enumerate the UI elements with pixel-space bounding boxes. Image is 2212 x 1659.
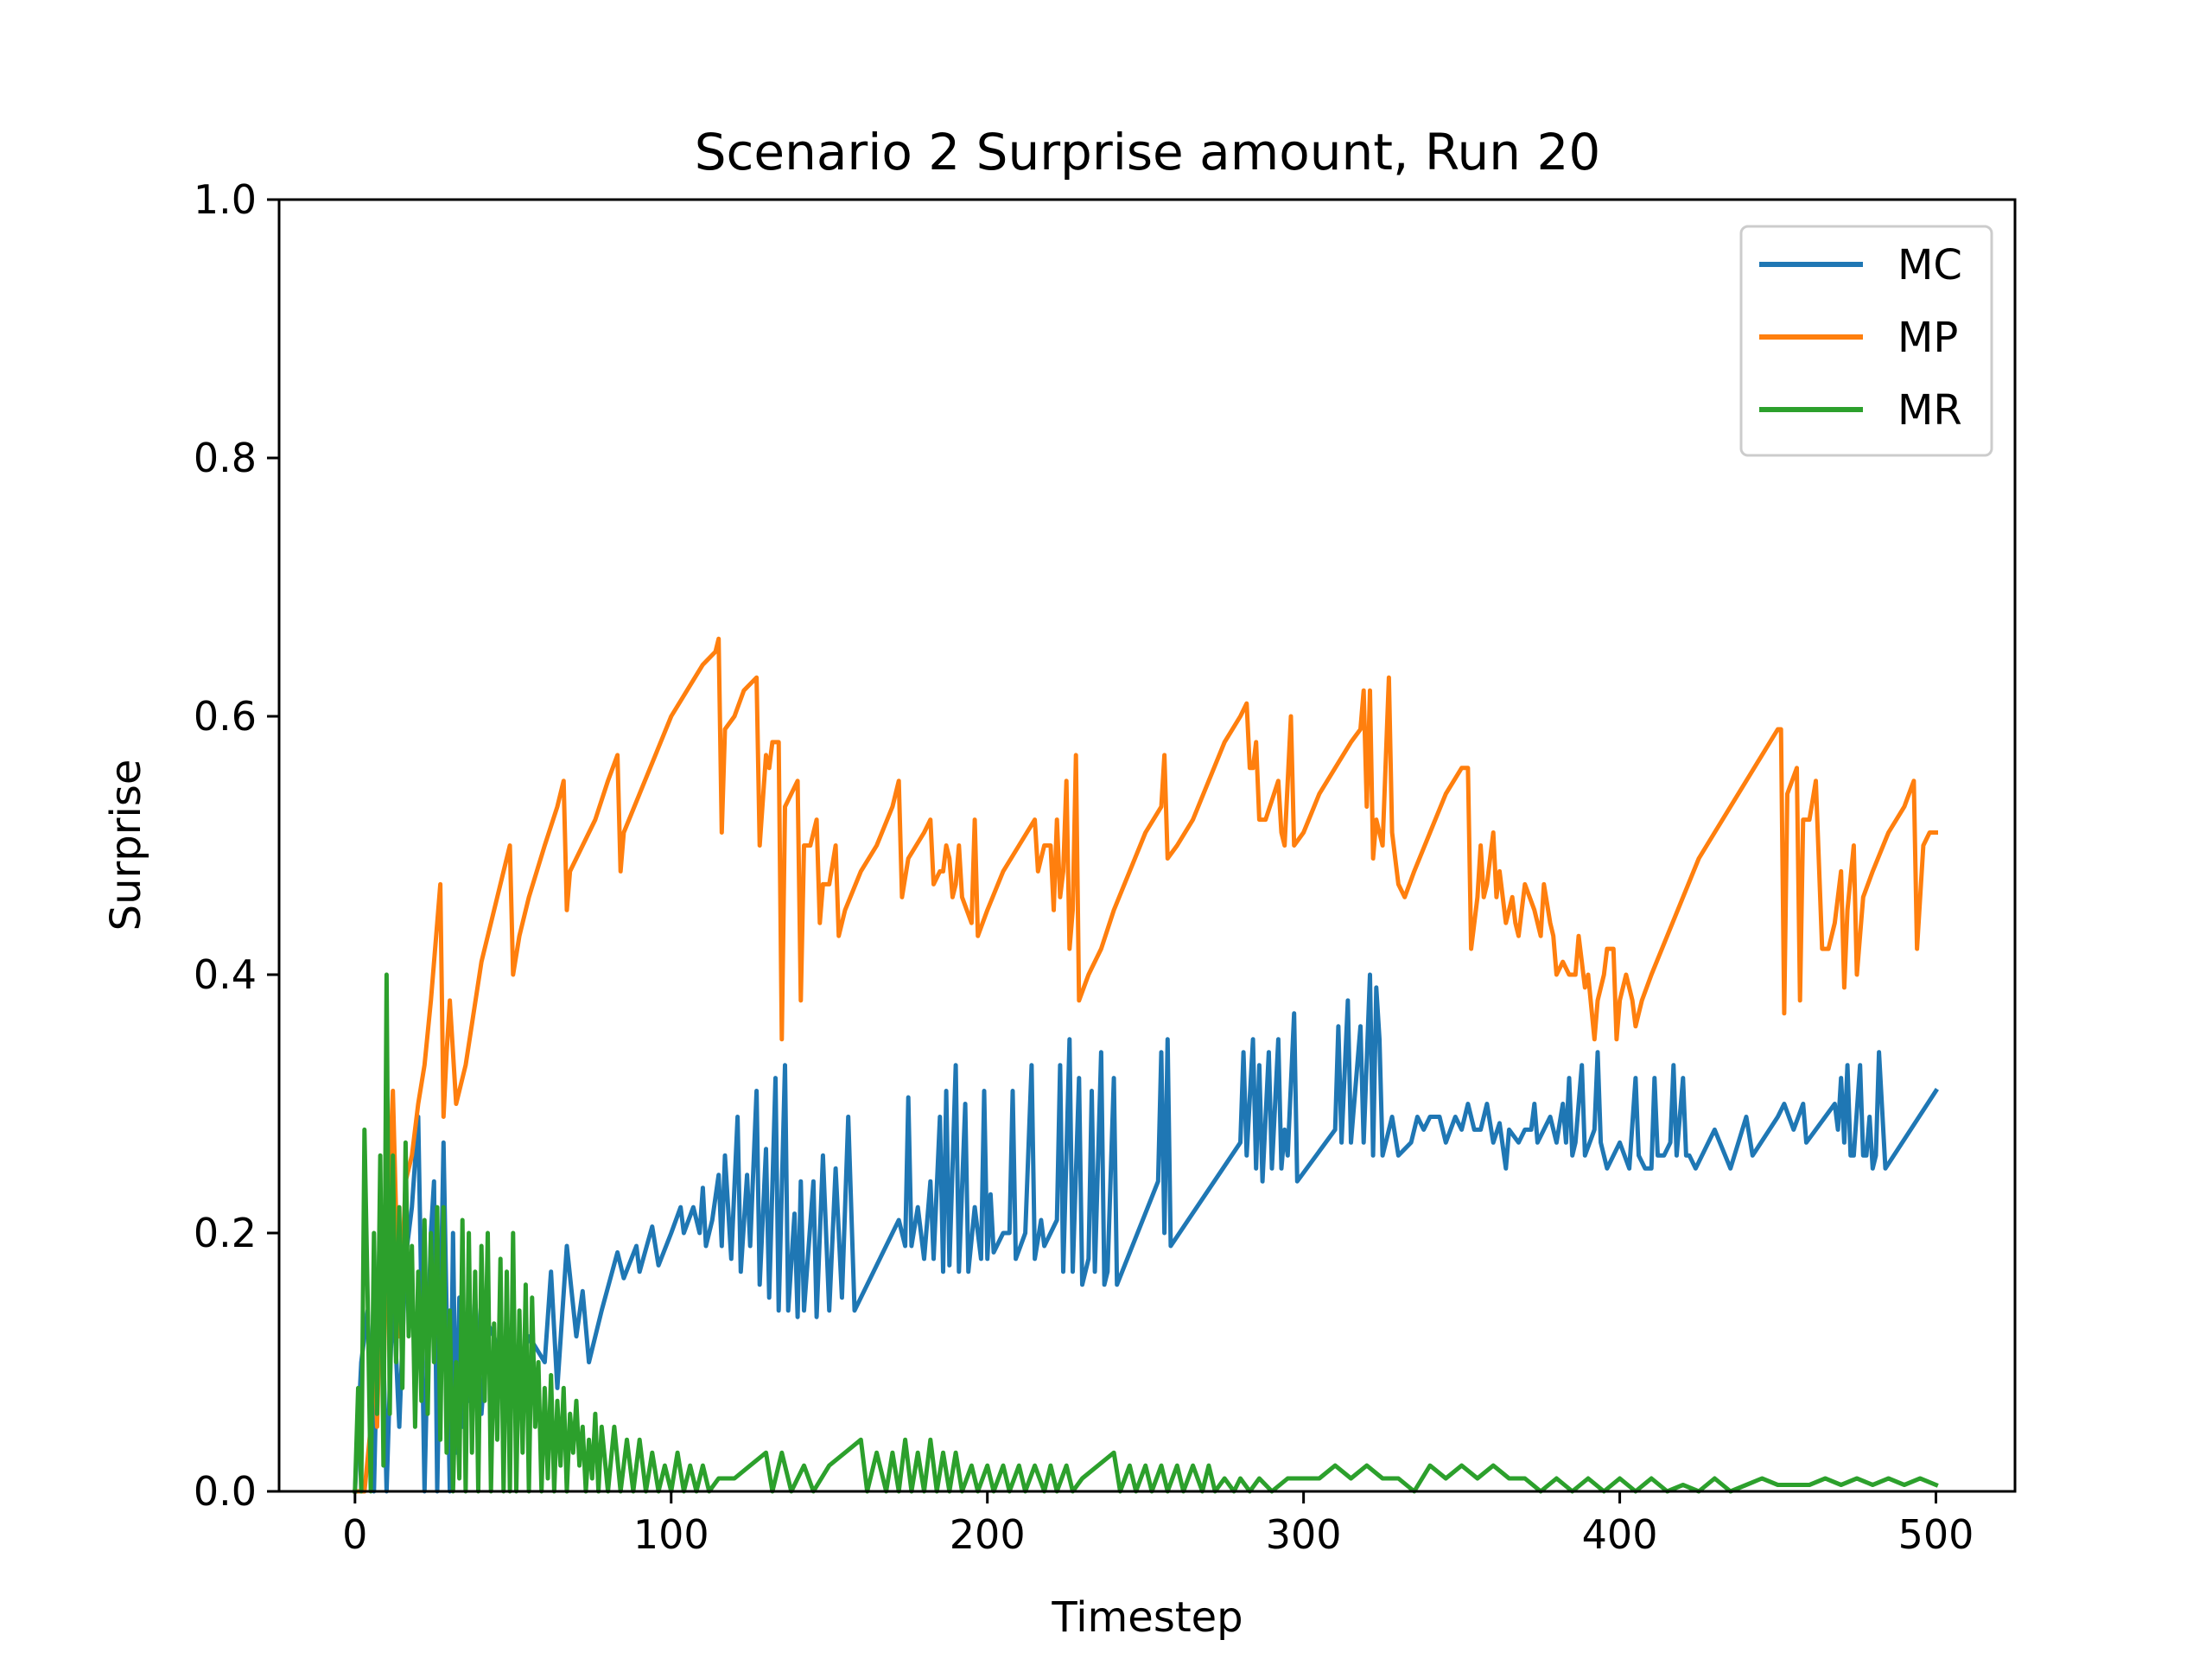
legend-box — [1739, 225, 1993, 457]
y-tick-label: 0.6 — [194, 693, 257, 740]
series-layer — [353, 636, 1939, 1494]
x-tick-label: 100 — [633, 1511, 709, 1558]
x-axis: 0 100 200 300 400 500 — [342, 1491, 1974, 1558]
series-line-mr — [353, 972, 1939, 1494]
x-tick-label: 500 — [1898, 1511, 1974, 1558]
plot-frame — [277, 198, 2017, 1493]
x-tick-label: 400 — [1582, 1511, 1658, 1558]
legend-label-mp: MP — [1897, 314, 1958, 362]
y-tick-label: 0.4 — [194, 951, 257, 998]
series-line-mc — [353, 972, 1939, 1494]
x-axis-label: Timestep — [1051, 1593, 1243, 1642]
x-tick-label: 0 — [342, 1511, 367, 1558]
x-tick-label: 300 — [1266, 1511, 1342, 1558]
y-tick-label: 0.8 — [194, 435, 257, 481]
y-tick-label: 1.0 — [194, 176, 257, 223]
y-axis: 0.0 0.2 0.4 0.6 0.8 1.0 — [194, 176, 279, 1515]
y-axis-label: Surprise — [102, 760, 150, 931]
legend-label-mr: MR — [1897, 386, 1962, 435]
legend-label-mc: MC — [1897, 241, 1962, 289]
plot-area — [277, 198, 2017, 1494]
y-tick-label: 0.0 — [194, 1468, 257, 1515]
chart-title: Scenario 2 Surprise amount, Run 20 — [695, 123, 1601, 181]
y-tick-label: 0.2 — [194, 1210, 257, 1256]
x-tick-label: 200 — [950, 1511, 1026, 1558]
series-line-mp — [353, 636, 1938, 1494]
legend: MC MP MR — [1739, 225, 1993, 457]
